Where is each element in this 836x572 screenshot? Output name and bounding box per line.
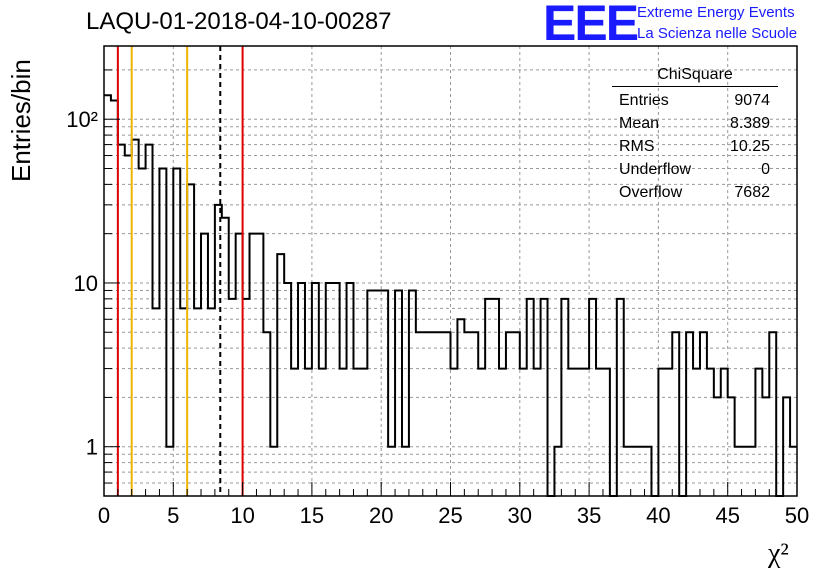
logo-line-2: La Scienza nelle Scuole: [637, 25, 798, 42]
y-tick-label: 10: [74, 271, 98, 296]
stats-value: 10.25: [729, 138, 770, 155]
histogram-series: [104, 94, 797, 497]
x-tick-label: 15: [300, 503, 324, 528]
stats-value: 8.389: [729, 115, 770, 132]
x-tick-label: 50: [785, 503, 809, 528]
stats-row-overflow: Overflow 7682: [612, 181, 778, 204]
stats-value: 9074: [734, 92, 770, 109]
x-tick-label: 45: [715, 503, 739, 528]
stats-value: 7682: [734, 184, 770, 201]
x-tick-label: 40: [646, 503, 670, 528]
x-tick-label: 5: [167, 503, 179, 528]
y-tick-label: 10²: [66, 107, 98, 132]
stats-row-entries: Entries 9074: [612, 89, 778, 112]
y-tick-label: 1: [86, 435, 98, 460]
x-tick-label: 0: [98, 503, 110, 528]
stats-row-mean: Mean 8.389: [612, 112, 778, 135]
x-tick-label: 35: [577, 503, 601, 528]
logo-line-1: Extreme Energy Events: [637, 4, 795, 21]
x-tick-label: 10: [230, 503, 254, 528]
stats-value: 0: [761, 161, 770, 178]
stats-label: Entries: [619, 92, 669, 109]
stats-label: Mean: [619, 115, 660, 132]
stats-row-rms: RMS 10.25: [612, 135, 778, 158]
chart-title: LAQU-01-2018-04-10-00287: [86, 8, 392, 35]
stats-label: Overflow: [619, 184, 683, 201]
x-axis-label: χ²: [768, 538, 789, 569]
x-tick-label: 20: [369, 503, 393, 528]
x-tick-label: 30: [508, 503, 532, 528]
stats-row-underflow: Underflow 0: [612, 158, 778, 181]
stats-box: ChiSquare Entries 9074 Mean 8.389 RMS 10.25…: [612, 66, 778, 204]
y-axis-label: Entries/bin: [6, 59, 36, 182]
eee-logo: EEE: [543, 0, 639, 51]
stats-title: ChiSquare: [612, 66, 778, 87]
stats-label: Underflow: [619, 161, 692, 178]
stats-label: RMS: [619, 138, 655, 155]
x-tick-label: 25: [438, 503, 462, 528]
